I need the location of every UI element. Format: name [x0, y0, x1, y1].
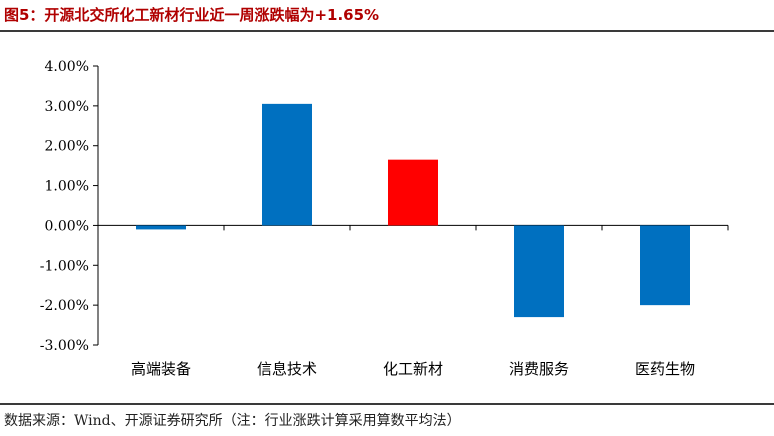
- x-category-label: 信息技术: [257, 360, 317, 378]
- y-tick-label: -2.00%: [40, 298, 89, 314]
- bar-chart: 4.00% 3.00% 2.00% 1.00% 0.00% -1.00% -2.00% -3.…: [40, 59, 729, 378]
- y-tick-label: -3.00%: [40, 338, 89, 354]
- bar: [136, 225, 186, 230]
- x-category-label: 消费服务: [509, 360, 569, 378]
- y-tick-label: 2.00%: [45, 139, 89, 155]
- source-divider: [0, 403, 774, 405]
- x-category-label: 高端装备: [131, 360, 191, 378]
- y-tick-label: 3.00%: [45, 99, 89, 115]
- y-tick-label: 0.00%: [45, 218, 89, 234]
- bar: [388, 159, 438, 226]
- x-category-label: 医药生物: [635, 360, 695, 378]
- title-divider: [0, 30, 774, 32]
- data-source-note: 数据来源：Wind、开源证券研究所（注：行业涨跌计算采用算数平均法）: [4, 413, 461, 429]
- chart-title: 图5：开源北交所化工新材行业近一周涨跌幅为+1.65%: [4, 6, 380, 24]
- y-tick-label: 1.00%: [45, 179, 89, 195]
- bar: [514, 225, 564, 318]
- y-tick-label: 4.00%: [45, 59, 89, 75]
- y-tick-label: -1.00%: [40, 258, 89, 274]
- bar: [262, 103, 312, 226]
- x-category-label: 化工新材: [383, 360, 443, 378]
- bar: [640, 225, 690, 306]
